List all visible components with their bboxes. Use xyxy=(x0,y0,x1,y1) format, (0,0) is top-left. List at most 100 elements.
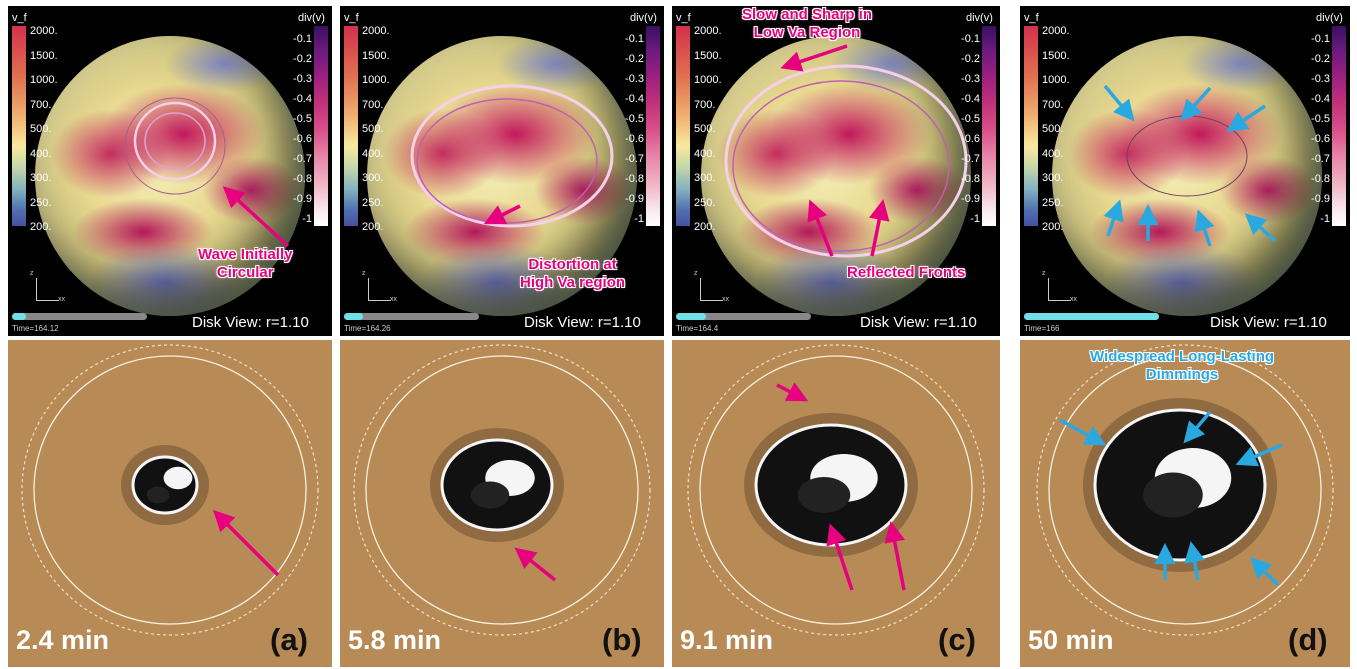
elapsed-time-label: 50 min xyxy=(1028,625,1114,655)
div-tick-label: -0.5 xyxy=(961,113,980,125)
axis-triad xyxy=(700,278,723,301)
vf-tick-label: 400. xyxy=(362,147,384,160)
wave-contours xyxy=(410,84,614,228)
annotation-arrow xyxy=(776,382,809,402)
sun-sphere xyxy=(35,36,305,316)
axis-z-label: z xyxy=(30,270,34,277)
vf-tick-label: 300. xyxy=(694,172,716,184)
vf-tick-label: 700. xyxy=(30,98,52,111)
vf-tick-label: 500. xyxy=(30,123,52,135)
div-tick-label: -0.7 xyxy=(625,153,644,165)
div-tick-label: -0.9 xyxy=(625,193,644,205)
dimming-panel-d: Widespread Long-Lasting Dimmings 50 min (d) xyxy=(1020,340,1350,667)
vf-tick-label: 300. xyxy=(1042,172,1064,184)
vf-tick-label: 2000. xyxy=(362,25,390,37)
annotation-arrow xyxy=(1250,557,1280,587)
annotation-arrow xyxy=(1103,84,1135,122)
div-tick-label: -0.3 xyxy=(961,73,980,85)
vf-tick-label: 700. xyxy=(694,98,716,111)
vf-colorbar-title: v_f xyxy=(12,12,27,24)
annotation-text: Widespread Long-Lasting Dimmings xyxy=(1090,348,1275,383)
annotation-arrow xyxy=(1226,104,1266,132)
vf-colorbar xyxy=(1024,26,1038,226)
wave-front-contour xyxy=(416,98,598,224)
annotation-arrow xyxy=(1059,418,1107,446)
div-tick-label: -0.9 xyxy=(1311,193,1330,205)
disk-view-label: Disk View: r=1.10 xyxy=(860,314,977,331)
sphere-panel-c: v_f div(v) 2000. 1500. 1000. 700. 500. 400. 300.… xyxy=(672,6,1000,336)
annotation-arrow xyxy=(807,199,834,257)
panel-letter: (c) xyxy=(938,622,976,657)
div-tick-label: -0.1 xyxy=(625,33,644,45)
solar-limb xyxy=(33,355,307,625)
vf-tick-label: 300. xyxy=(30,172,52,184)
dimming-panel-a: 2.4 min (a) xyxy=(8,340,332,667)
vf-tick-label: 1000. xyxy=(362,74,390,86)
div-tick-label: -0.5 xyxy=(625,113,644,125)
div-tick-label: -0.5 xyxy=(1311,113,1330,125)
outer-dotted-limb xyxy=(687,344,985,636)
outer-dotted-limb xyxy=(353,344,651,636)
annotation-arrow xyxy=(222,186,290,248)
outer-dotted-limb xyxy=(21,344,319,636)
annotation-arrow xyxy=(1103,199,1124,237)
div-tick-label: -0.9 xyxy=(961,193,980,205)
time-progress-fill xyxy=(12,313,26,320)
div-tick-label: -0.9 xyxy=(293,193,312,205)
div-tick-label: -0.4 xyxy=(625,93,644,105)
time-progress-bar xyxy=(344,313,479,320)
div-tick-label: -0.1 xyxy=(1311,33,1330,45)
div-tick-label: -0.7 xyxy=(293,153,312,165)
div-tick-label: -0.7 xyxy=(961,153,980,165)
annotation-arrow xyxy=(868,199,890,257)
dimming-panel-b: 5.8 min (b) xyxy=(340,340,664,667)
wave-front-contour xyxy=(124,97,226,195)
elapsed-time-label: 2.4 min xyxy=(16,625,110,655)
time-label: Time=164.4 xyxy=(676,324,719,333)
div-colorbar-title: div(v) xyxy=(630,12,657,24)
div-tick-label: -0.8 xyxy=(961,173,980,185)
time-label: Time=166 xyxy=(1024,324,1060,333)
div-tick-label: -0.2 xyxy=(293,53,312,65)
wave-front-contour xyxy=(724,64,968,258)
wave-front-contour xyxy=(410,84,614,228)
div-tick-label: -0.8 xyxy=(293,173,312,185)
axis-z-label: z xyxy=(362,270,366,277)
sun-sphere xyxy=(367,36,637,316)
div-tick-label: -1 xyxy=(634,213,644,225)
annotation-arrow xyxy=(1194,209,1215,247)
div-tick-label: -0.2 xyxy=(625,53,644,65)
vf-colorbar xyxy=(676,26,690,226)
elapsed-time-label: 9.1 min xyxy=(680,625,774,655)
dimming-image xyxy=(687,344,985,636)
disk-view-label: Disk View: r=1.10 xyxy=(192,314,309,331)
vf-tick-label: 200. xyxy=(1042,221,1064,233)
div-tick-label: -0.6 xyxy=(1311,133,1330,145)
outer-dotted-limb xyxy=(1036,344,1334,636)
time-progress-bar xyxy=(12,313,147,320)
vf-tick-label: 1500. xyxy=(694,49,722,62)
div-tick-label: -0.8 xyxy=(1311,173,1330,185)
div-colorbar-title: div(v) xyxy=(1316,12,1343,24)
time-progress-fill xyxy=(676,313,706,320)
div-tick-label: -0.4 xyxy=(293,93,312,105)
vf-tick-label: 1500. xyxy=(30,49,58,62)
dimming-image xyxy=(353,344,651,636)
sphere-panel-b: v_f div(v) 2000. 1500. 1000. 700. 500. 400. 300.… xyxy=(340,6,664,336)
vf-tick-label: 700. xyxy=(362,98,384,111)
annotation-arrow xyxy=(780,44,848,72)
vf-tick-label: 400. xyxy=(694,147,716,160)
axis-triad xyxy=(368,278,391,301)
dark-patch xyxy=(1143,472,1203,518)
div-tick-label: -0.1 xyxy=(293,33,312,45)
vf-tick-label: 200. xyxy=(362,221,384,233)
annotation-arrow xyxy=(514,547,557,582)
div-tick-label: -0.8 xyxy=(625,173,644,185)
disk-view-label: Disk View: r=1.10 xyxy=(524,314,641,331)
div-colorbar-title: div(v) xyxy=(966,12,993,24)
vf-tick-label: 1000. xyxy=(694,74,722,86)
vf-tick-label: 1000. xyxy=(30,74,58,86)
vf-tick-label: 250. xyxy=(362,196,384,209)
div-tick-label: -1 xyxy=(302,213,312,225)
axis-z-label: z xyxy=(1042,270,1046,277)
